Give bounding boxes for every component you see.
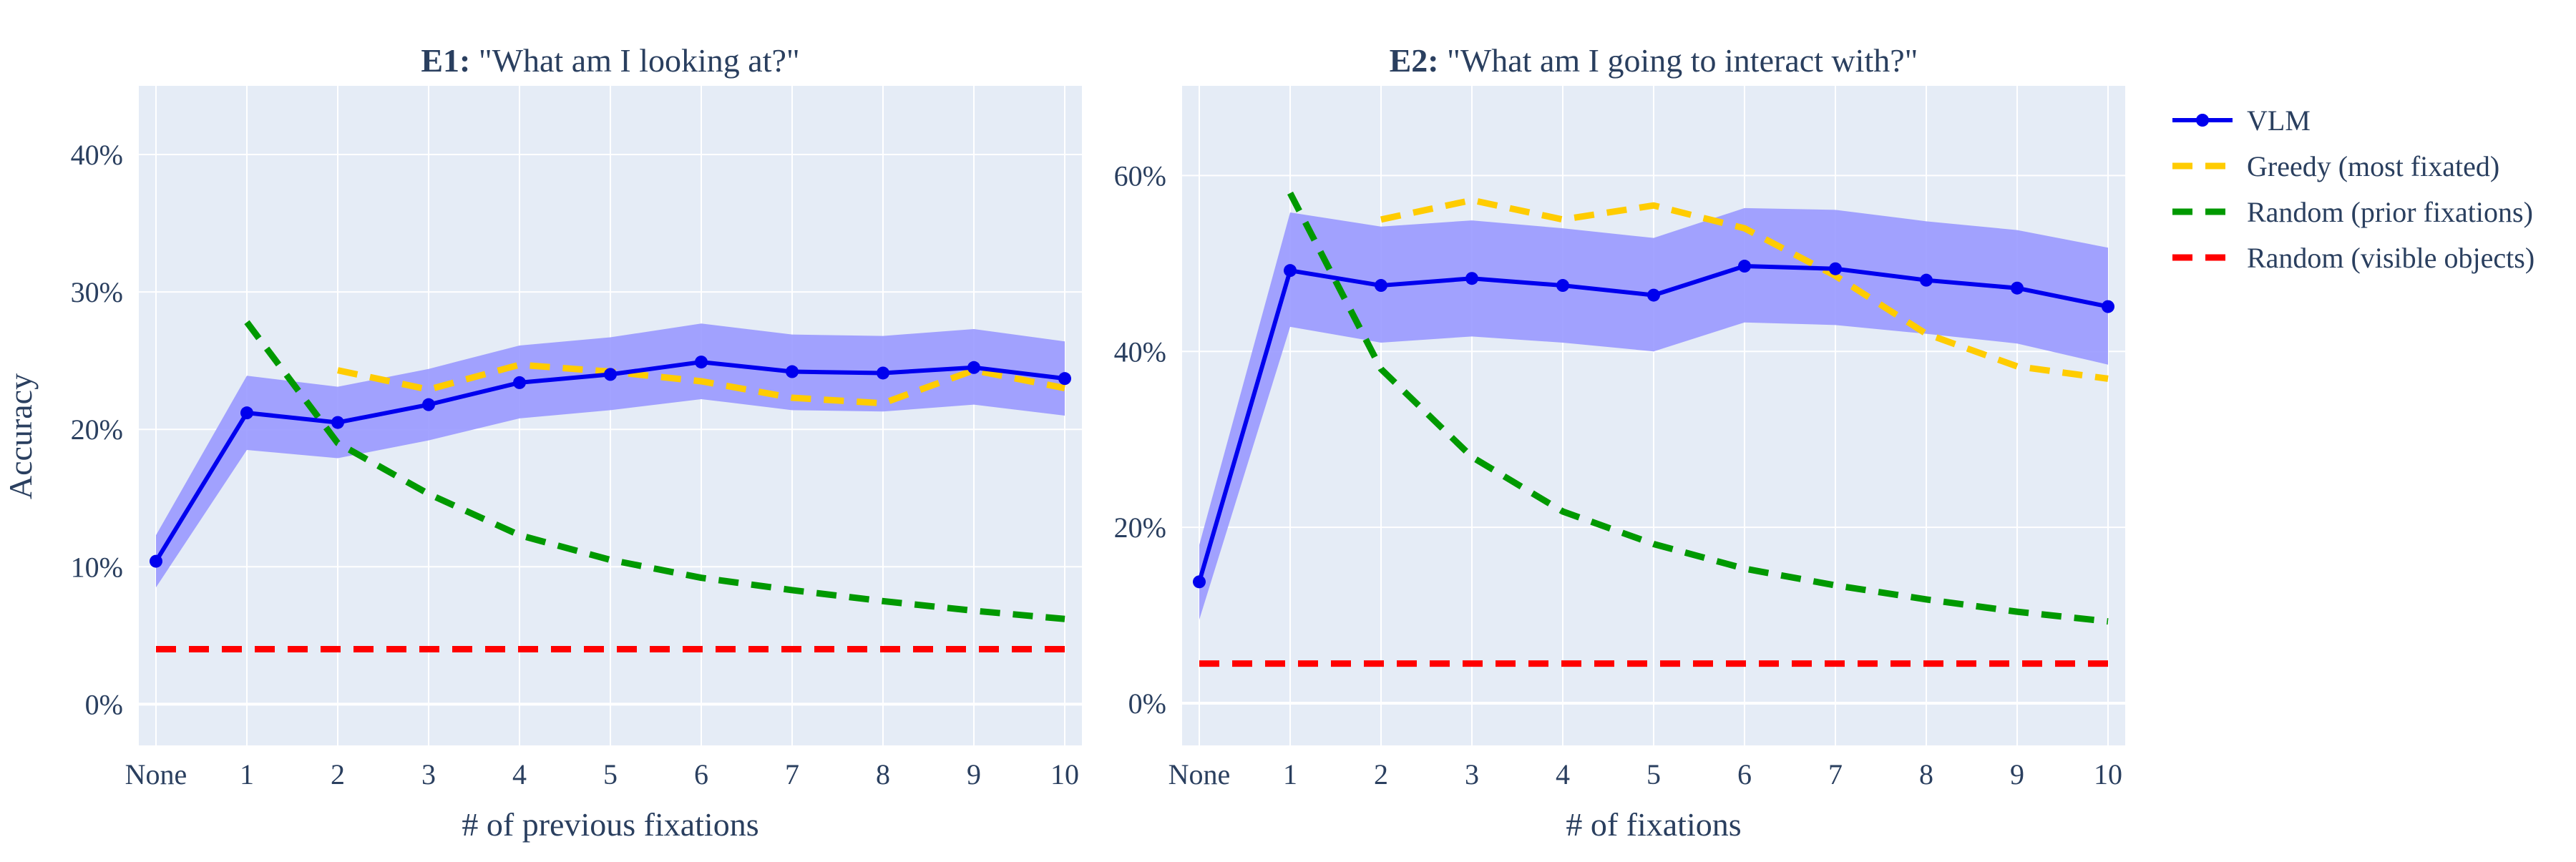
data-point-vlm <box>695 356 708 369</box>
data-point-vlm <box>513 376 526 389</box>
x-tick-label: 5 <box>1646 758 1661 790</box>
legend-label: Random (prior fixations) <box>2247 196 2533 228</box>
x-tick-label: 6 <box>694 758 708 790</box>
x-tick-label: 10 <box>2094 758 2122 790</box>
y-tick-label: 20% <box>1114 511 1166 544</box>
data-point-vlm <box>1556 279 1569 293</box>
data-point-vlm <box>150 554 162 568</box>
data-point-vlm <box>1193 575 1206 589</box>
legend-marker <box>2196 114 2209 127</box>
legend-label: VLM <box>2247 104 2311 137</box>
data-point-vlm <box>1647 288 1660 302</box>
x-axis-label: # of previous fixations <box>462 806 758 843</box>
data-point-vlm <box>2011 281 2024 295</box>
y-tick-label: 10% <box>71 551 123 583</box>
x-tick-label: 2 <box>331 758 345 790</box>
data-point-vlm <box>786 365 799 378</box>
x-tick-label: 3 <box>1465 758 1479 790</box>
y-axis-label: Accuracy <box>2 373 39 499</box>
chart-title-prefix: E1: <box>421 42 470 79</box>
chart-title-text: "What am I going to interact with?" <box>1439 42 1918 79</box>
x-tick-label: 3 <box>421 758 436 790</box>
x-tick-label: None <box>125 758 187 790</box>
x-tick-label: 4 <box>512 758 527 790</box>
x-axis-label: # of fixations <box>1566 806 1741 843</box>
data-point-vlm <box>1738 260 1751 273</box>
data-point-vlm <box>1829 262 1842 275</box>
x-tick-label: 1 <box>240 758 254 790</box>
data-point-vlm <box>604 368 617 381</box>
chart-title-prefix: E2: <box>1390 42 1439 79</box>
data-point-vlm <box>1920 273 1933 287</box>
data-point-vlm <box>967 361 980 374</box>
chart-title: E2: "What am I going to interact with?" <box>1390 42 1918 79</box>
x-tick-label: None <box>1169 758 1231 790</box>
y-tick-label: 0% <box>85 688 123 720</box>
x-tick-label: 6 <box>1737 758 1752 790</box>
chart-title-text: "What am I looking at?" <box>470 42 799 79</box>
data-point-vlm <box>331 416 344 429</box>
data-point-vlm <box>2102 300 2114 313</box>
data-point-vlm <box>422 398 435 411</box>
y-tick-label: 40% <box>71 139 123 171</box>
legend-item-vlm: VLM <box>2172 104 2311 137</box>
legend-item-random-prior-fixations: Random (prior fixations) <box>2172 196 2533 228</box>
legend-label: Greedy (most fixated) <box>2247 150 2499 182</box>
x-tick-label: 1 <box>1283 758 1297 790</box>
legend-label: Random (visible objects) <box>2247 242 2534 274</box>
data-point-vlm <box>1375 279 1387 293</box>
x-tick-label: 7 <box>785 758 799 790</box>
legend-item-random-visible-objects: Random (visible objects) <box>2172 242 2534 274</box>
y-tick-label: 40% <box>1114 336 1166 368</box>
x-tick-label: 9 <box>2010 758 2024 790</box>
vlm-confidence-band <box>1199 207 2108 620</box>
x-tick-label: 4 <box>1556 758 1570 790</box>
data-point-vlm <box>240 406 253 420</box>
x-tick-label: 2 <box>1374 758 1388 790</box>
x-tick-label: 7 <box>1828 758 1843 790</box>
y-tick-label: 0% <box>1128 687 1166 720</box>
series-line-random-prior-fixations <box>244 320 1065 622</box>
series-line-greedy-most-fixated <box>1380 197 2109 382</box>
chart-panel-e2: 0% 20% 40% 60% None 1 2 3 4 5 6 7 8 9 10 E2: "What am I… <box>1114 42 2125 843</box>
data-point-vlm <box>1284 264 1297 278</box>
series-line-greedy-most-fixated <box>337 361 1065 407</box>
series-line-random-prior-fixations <box>1287 191 2109 625</box>
y-tick-label: 30% <box>71 276 123 308</box>
x-tick-label: 8 <box>876 758 890 790</box>
x-tick-label: 9 <box>967 758 981 790</box>
x-tick-label: 10 <box>1050 758 1079 790</box>
y-tick-label: 60% <box>1114 160 1166 192</box>
y-tick-label: 20% <box>71 413 123 446</box>
legend-item-greedy-most-fixated: Greedy (most fixated) <box>2172 150 2499 182</box>
x-tick-label: 5 <box>603 758 618 790</box>
vlm-confidence-band <box>156 323 1065 588</box>
x-tick-label: 8 <box>1919 758 1933 790</box>
chart-title: E1: "What am I looking at?" <box>421 42 799 79</box>
data-point-vlm <box>1058 372 1071 386</box>
data-point-vlm <box>877 366 889 380</box>
data-point-vlm <box>1465 272 1478 285</box>
legend: VLM Greedy (most fixated) Random (prior fi… <box>2172 104 2534 274</box>
chart-panel-e1: 0% 10% 20% 30% 40% None 1 2 3 4 5 6 7 8 9 10 E1: "What a… <box>71 42 1082 843</box>
